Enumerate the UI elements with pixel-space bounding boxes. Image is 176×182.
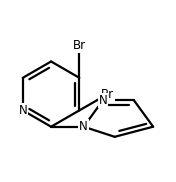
Text: Br: Br: [73, 39, 86, 52]
Text: Br: Br: [101, 88, 114, 101]
Text: N: N: [18, 104, 27, 117]
Text: N: N: [79, 120, 88, 133]
Text: N: N: [99, 94, 107, 107]
